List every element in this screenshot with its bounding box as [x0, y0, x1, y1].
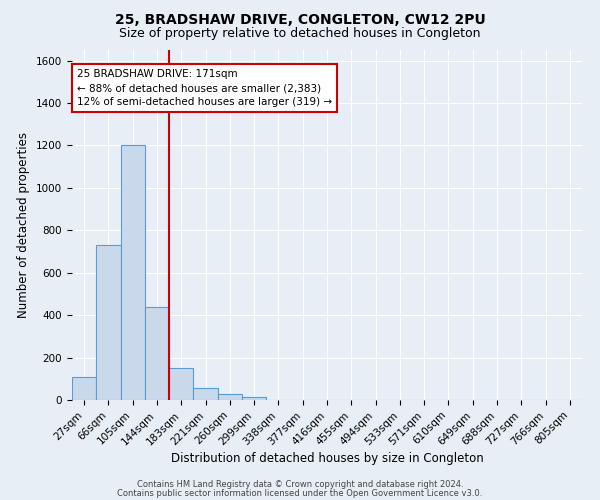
- Bar: [193, 388, 218, 400]
- Text: Contains public sector information licensed under the Open Government Licence v3: Contains public sector information licen…: [118, 488, 482, 498]
- Bar: [72, 376, 96, 400]
- Text: 25, BRADSHAW DRIVE, CONGLETON, CW12 2PU: 25, BRADSHAW DRIVE, CONGLETON, CW12 2PU: [115, 12, 485, 26]
- Bar: [218, 394, 242, 400]
- Bar: [169, 368, 193, 400]
- Bar: [145, 306, 169, 400]
- Text: Contains HM Land Registry data © Crown copyright and database right 2024.: Contains HM Land Registry data © Crown c…: [137, 480, 463, 489]
- Text: Size of property relative to detached houses in Congleton: Size of property relative to detached ho…: [119, 28, 481, 40]
- Bar: [96, 245, 121, 400]
- Bar: [242, 397, 266, 400]
- Bar: [121, 146, 145, 400]
- X-axis label: Distribution of detached houses by size in Congleton: Distribution of detached houses by size …: [170, 452, 484, 465]
- Text: 25 BRADSHAW DRIVE: 171sqm
← 88% of detached houses are smaller (2,383)
12% of se: 25 BRADSHAW DRIVE: 171sqm ← 88% of detac…: [77, 69, 332, 108]
- Y-axis label: Number of detached properties: Number of detached properties: [17, 132, 31, 318]
